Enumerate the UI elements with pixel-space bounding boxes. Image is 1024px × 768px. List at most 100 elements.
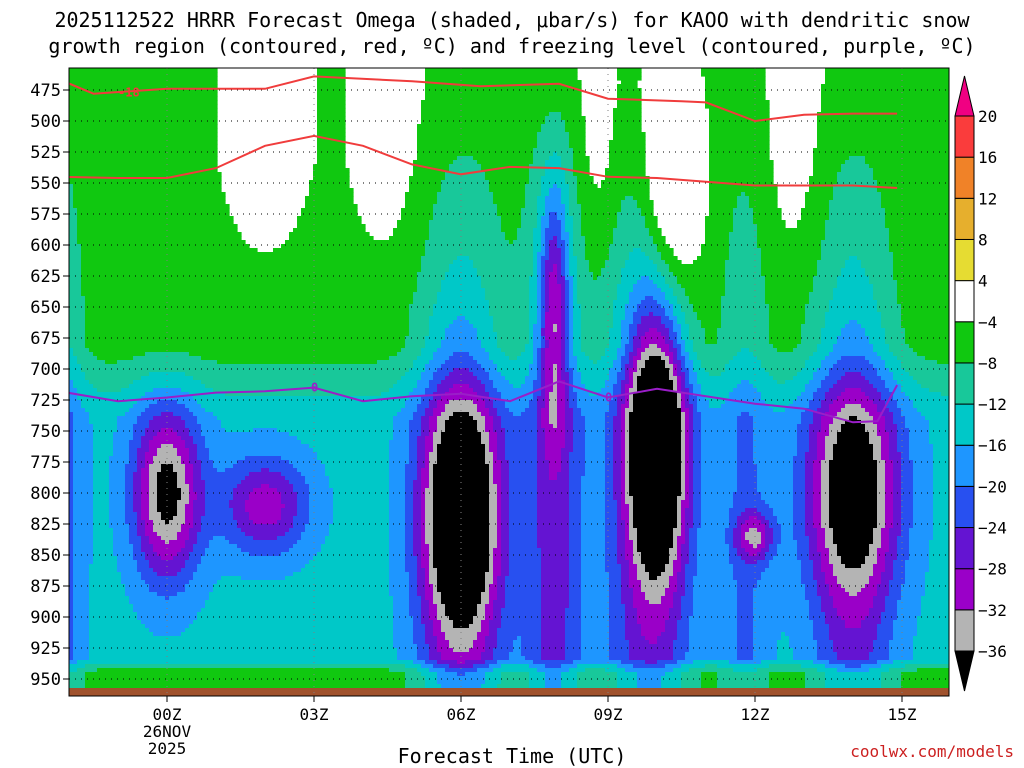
omega-cell <box>817 388 830 393</box>
omega-cell <box>417 580 426 585</box>
omega-cell <box>409 308 434 313</box>
omega-cell <box>885 600 898 605</box>
omega-cell <box>513 412 522 417</box>
omega-cell <box>633 364 638 369</box>
omega-cell <box>681 516 686 521</box>
omega-cell <box>933 448 949 453</box>
omega-cell <box>633 400 678 405</box>
omega-cell <box>553 372 558 377</box>
omega-cell <box>69 256 82 261</box>
omega-cell <box>621 448 626 453</box>
omega-cell <box>73 528 94 533</box>
omega-cell <box>69 272 82 277</box>
omega-cell <box>629 472 682 477</box>
omega-cell <box>921 600 949 605</box>
omega-cell <box>69 100 218 105</box>
omega-cell <box>769 336 802 341</box>
omega-cell <box>401 348 422 353</box>
omega-cell <box>757 232 826 237</box>
omega-cell <box>557 152 574 157</box>
omega-cell <box>841 424 866 429</box>
omega-cell <box>857 320 882 325</box>
omega-cell <box>413 632 426 637</box>
omega-cell <box>569 348 574 353</box>
omega-cell <box>737 476 758 481</box>
omega-cell <box>557 416 566 421</box>
omega-cell <box>693 404 698 409</box>
omega-cell <box>889 432 898 437</box>
omega-cell <box>529 676 546 681</box>
omega-cell <box>613 440 622 445</box>
omega-cell <box>861 372 878 377</box>
omega-cell <box>429 332 446 337</box>
omega-cell <box>585 256 610 261</box>
omega-cell <box>897 536 910 541</box>
omega-cell <box>617 96 642 101</box>
omega-cell <box>889 240 949 245</box>
omega-cell <box>701 416 738 421</box>
omega-cell <box>897 296 949 301</box>
omega-cell <box>509 380 526 385</box>
omega-cell <box>609 616 626 621</box>
omega-cell <box>605 172 646 177</box>
omega-cell <box>817 260 846 265</box>
omega-cell <box>513 644 522 649</box>
omega-cell <box>201 560 310 565</box>
omega-cell <box>389 388 414 393</box>
omega-cell <box>885 212 949 217</box>
omega-cell <box>681 676 702 681</box>
omega-cell <box>433 632 446 637</box>
omega-cell <box>821 100 949 105</box>
omega-cell <box>877 428 886 433</box>
omega-cell <box>653 260 666 265</box>
omega-cell <box>489 544 498 549</box>
omega-cell <box>561 320 566 325</box>
omega-cell <box>89 628 150 633</box>
omega-cell <box>89 648 398 653</box>
omega-cell <box>197 568 302 573</box>
omega-cell <box>73 204 230 209</box>
omega-cell <box>473 260 534 265</box>
omega-cell <box>569 484 582 489</box>
omega-cell <box>509 568 542 573</box>
omega-cell <box>505 444 538 449</box>
omega-cell <box>429 360 446 365</box>
omega-cell <box>541 376 546 381</box>
omega-cell <box>569 572 582 577</box>
omega-cell <box>141 548 154 553</box>
omega-cell <box>509 480 538 485</box>
omega-cell <box>581 488 606 493</box>
omega-cell <box>393 624 414 629</box>
omega-cell <box>649 356 662 361</box>
omega-cell <box>685 564 698 569</box>
omega-cell <box>681 544 690 549</box>
omega-cell <box>621 500 626 505</box>
omega-cell <box>877 484 886 489</box>
omega-cell <box>497 524 502 529</box>
omega-cell <box>721 320 770 325</box>
omega-cell <box>737 588 754 593</box>
omega-cell <box>421 100 582 105</box>
omega-cell <box>425 504 434 509</box>
omega-cell <box>197 540 210 545</box>
omega-cell <box>701 324 722 329</box>
omega-cell <box>85 372 150 377</box>
omega-cell <box>537 528 570 533</box>
omega-cell <box>569 132 586 137</box>
omega-cell <box>421 672 438 677</box>
omega-cell <box>725 536 734 541</box>
omega-cell <box>481 620 490 625</box>
omega-cell <box>69 624 74 629</box>
omega-cell <box>541 256 550 261</box>
omega-cell <box>609 624 626 629</box>
omega-cell <box>541 276 546 281</box>
omega-cell <box>69 368 82 373</box>
omega-cell <box>669 368 674 373</box>
omega-cell <box>581 316 614 321</box>
omega-cell <box>625 532 630 537</box>
omega-cell <box>913 472 934 477</box>
omega-cell <box>929 552 949 557</box>
omega-cell <box>429 464 434 469</box>
omega-cell <box>817 584 830 589</box>
omega-cell <box>69 220 78 225</box>
